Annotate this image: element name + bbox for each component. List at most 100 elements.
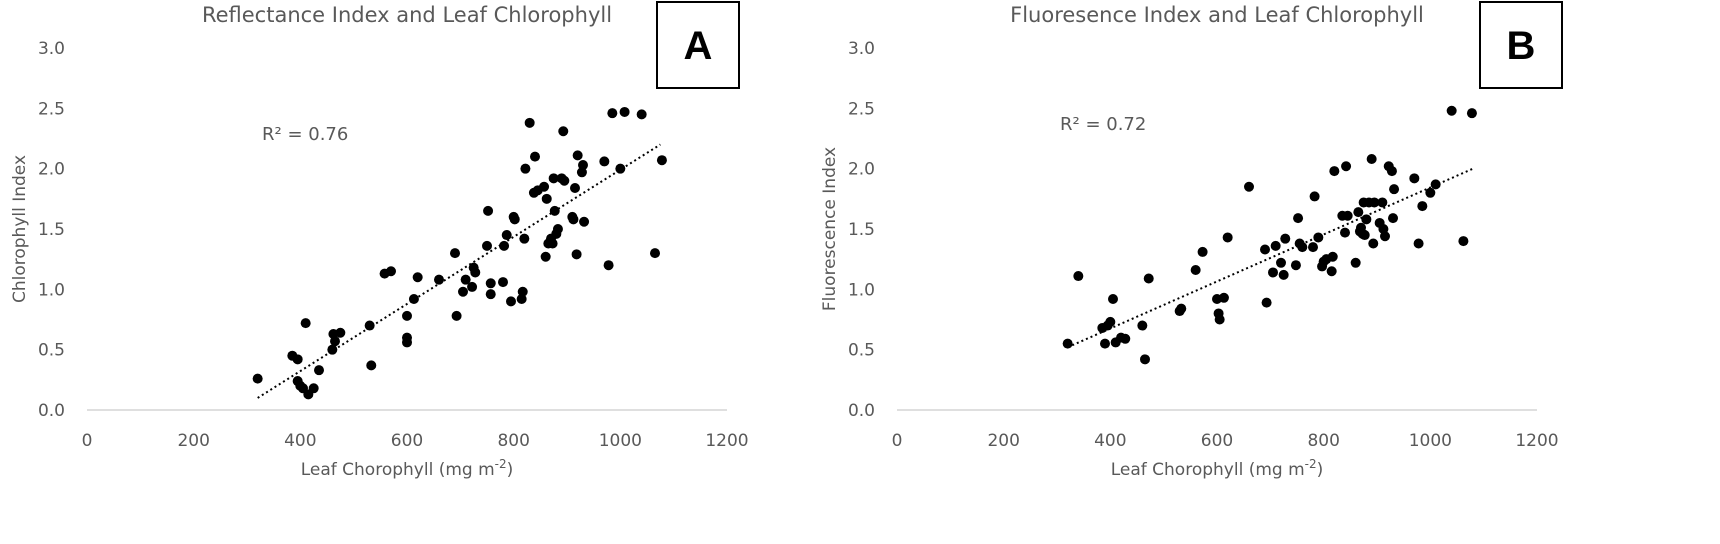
- panel-label-box: [1479, 1, 1563, 89]
- data-point: [1260, 244, 1270, 255]
- x-axis-label-suffix: ): [1317, 460, 1324, 480]
- data-point: [1222, 232, 1233, 243]
- data-point: [330, 336, 340, 347]
- data-point: [578, 160, 588, 171]
- x-tick-label: 800: [1307, 431, 1339, 451]
- data-point: [402, 337, 412, 348]
- y-tick-label: 2.0: [38, 160, 65, 180]
- y-tick-label: 1.0: [38, 280, 65, 300]
- x-tick-label: 1200: [705, 431, 748, 451]
- data-point: [412, 272, 423, 283]
- data-point: [1386, 166, 1397, 177]
- data-point: [1377, 197, 1388, 208]
- x-tick-label: 600: [1201, 431, 1233, 451]
- data-point: [450, 248, 460, 259]
- x-tick-label: 1000: [1409, 431, 1452, 451]
- data-point: [558, 126, 569, 137]
- data-point: [1366, 154, 1377, 165]
- data-point: [552, 224, 563, 234]
- data-point: [520, 163, 531, 174]
- data-point: [548, 173, 559, 184]
- data-point: [570, 182, 580, 193]
- x-tick-label: 400: [284, 431, 316, 451]
- x-tick-label: 1000: [599, 431, 642, 451]
- x-axis-label: Leaf Chorophyll (mg m-2): [301, 457, 514, 480]
- data-point: [1276, 257, 1286, 268]
- data-point: [300, 318, 311, 329]
- data-point: [1389, 184, 1400, 195]
- y-axis-label: Chlorophyll Index: [10, 155, 30, 303]
- x-tick-label: 600: [391, 431, 423, 451]
- data-point: [1100, 338, 1110, 349]
- data-point: [1105, 316, 1116, 327]
- data-point: [1293, 213, 1304, 224]
- x-tick-label: 200: [987, 431, 1019, 451]
- data-point: [506, 296, 516, 307]
- y-tick-label: 3.0: [38, 39, 65, 59]
- trendline: [257, 143, 661, 399]
- data-point: [327, 344, 338, 355]
- data-point: [314, 365, 324, 376]
- data-point: [1361, 214, 1372, 225]
- data-point: [559, 175, 570, 186]
- data-point: [1214, 314, 1225, 325]
- y-axis-label: Fluorescence Index: [820, 147, 840, 311]
- y-tick-label: 2.5: [848, 99, 875, 119]
- data-point: [1342, 210, 1353, 221]
- data-point: [1353, 207, 1364, 218]
- data-point: [547, 238, 558, 249]
- panel-a-chart: Reflectance Index and Leaf Chlorophyll 0 2…: [10, 1, 749, 480]
- data-point: [292, 354, 303, 365]
- r-squared-annotation: R² = 0.72: [1060, 114, 1146, 135]
- data-point: [408, 293, 419, 304]
- data-point: [1368, 238, 1379, 249]
- data-point: [1340, 227, 1350, 238]
- data-point: [1268, 267, 1278, 278]
- data-point: [1278, 269, 1289, 280]
- data-point: [1327, 251, 1338, 262]
- y-tick-label: 0.5: [38, 341, 65, 361]
- data-point: [1380, 231, 1390, 242]
- data-point: [366, 360, 377, 371]
- data-point: [636, 109, 647, 120]
- data-point: [1309, 191, 1320, 202]
- data-point: [571, 249, 582, 260]
- data-point: [579, 216, 590, 227]
- data-point: [1197, 246, 1208, 257]
- data-point: [467, 281, 478, 292]
- data-point: [1388, 213, 1398, 224]
- data-point: [1341, 161, 1352, 172]
- data-point: [1326, 266, 1337, 277]
- y-tick-label: 1.5: [848, 220, 875, 240]
- x-tick-label: 800: [497, 431, 529, 451]
- x-axis-label-suffix: ): [507, 460, 514, 480]
- data-point: [483, 205, 494, 216]
- data-point: [1409, 173, 1420, 184]
- y-tick-label: 2.5: [38, 99, 65, 119]
- data-point: [541, 193, 552, 204]
- data-point: [1120, 333, 1131, 344]
- data-point: [1446, 105, 1457, 116]
- data-point: [549, 205, 560, 216]
- data-point: [1280, 233, 1291, 244]
- data-point: [1413, 238, 1424, 249]
- x-axis-label-superscript: -2: [1305, 457, 1317, 471]
- data-point: [607, 108, 618, 119]
- data-point: [308, 383, 319, 394]
- data-point: [1108, 293, 1118, 304]
- data-point: [1270, 240, 1281, 251]
- panel-label-box: [656, 1, 740, 89]
- data-point: [1430, 179, 1441, 190]
- data-point: [519, 233, 530, 244]
- data-point: [1190, 265, 1201, 276]
- y-tick-label: 2.0: [848, 160, 875, 180]
- data-point: [1350, 257, 1361, 268]
- y-tick-label: 0.5: [848, 341, 875, 361]
- data-point: [539, 181, 550, 192]
- data-point: [1244, 181, 1254, 192]
- data-point: [1137, 320, 1148, 331]
- data-point: [1140, 354, 1150, 365]
- data-point: [1261, 297, 1272, 308]
- data-point: [1290, 260, 1301, 271]
- data-point: [451, 310, 462, 321]
